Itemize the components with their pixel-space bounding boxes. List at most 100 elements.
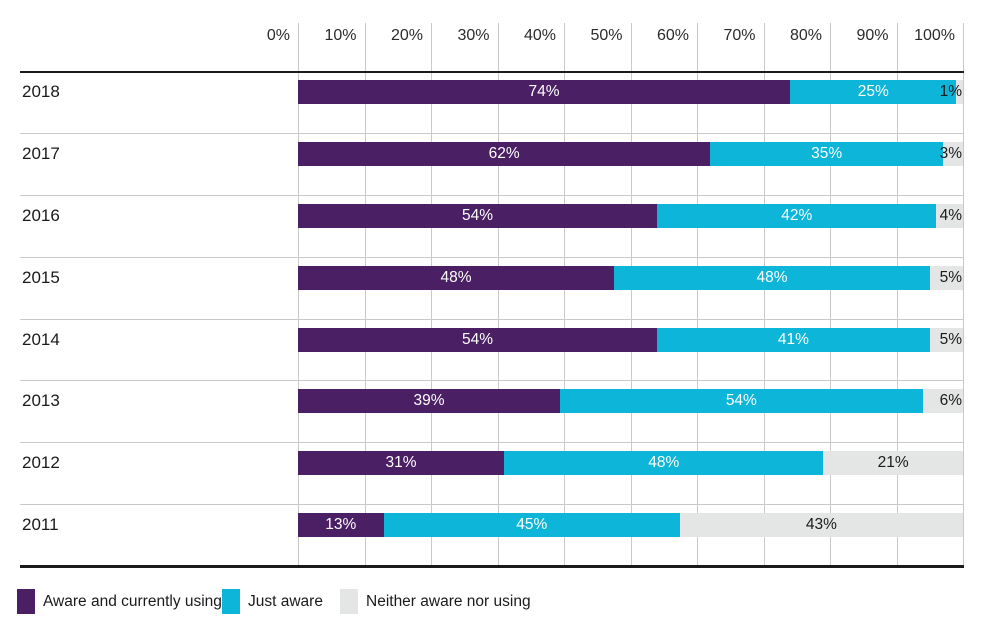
v-gridline bbox=[497, 23, 499, 566]
row-separator-line bbox=[20, 132, 964, 134]
segment-aware-and-currently-using: 54% bbox=[298, 203, 658, 228]
segment-value-label: 74% bbox=[528, 83, 560, 100]
segment-just-aware: 25% bbox=[790, 80, 957, 104]
segment-just-aware: 35% bbox=[710, 141, 944, 166]
legend-swatch bbox=[17, 589, 35, 614]
segment-value-label: 43% bbox=[805, 516, 837, 534]
axis-top-line bbox=[20, 71, 964, 73]
segment-just-aware: 54% bbox=[559, 389, 923, 414]
segment-just-aware: 48% bbox=[614, 265, 931, 290]
year-label: 2015 bbox=[22, 267, 60, 287]
x-axis-tick-label: 20% bbox=[390, 27, 423, 44]
segment-neither-aware-nor-using bbox=[936, 203, 963, 228]
segment-value-label: 1% bbox=[939, 83, 962, 100]
segment-aware-and-currently-using: 54% bbox=[298, 327, 658, 352]
segment-value-label: 48% bbox=[648, 454, 680, 472]
segment-just-aware: 45% bbox=[383, 513, 680, 538]
legend-label: Neither aware nor using bbox=[366, 592, 531, 610]
segment-value-label: 5% bbox=[939, 330, 962, 348]
row-separator-line bbox=[20, 256, 964, 258]
v-gridline bbox=[896, 23, 898, 566]
row-separator-line bbox=[20, 504, 964, 506]
legend-swatch bbox=[340, 589, 358, 614]
segment-value-label: 4% bbox=[939, 206, 962, 224]
segment-value-label: 48% bbox=[440, 268, 472, 286]
row-separator-line bbox=[20, 194, 964, 196]
segment-aware-and-currently-using: 39% bbox=[298, 389, 560, 414]
bar: 13% 45% 43% bbox=[298, 513, 963, 538]
segment-aware-and-currently-using: 74% bbox=[298, 80, 791, 104]
x-axis-tick-label: 0% bbox=[266, 27, 290, 44]
segment-value-label: 62% bbox=[488, 144, 520, 162]
segment-just-aware: 48% bbox=[504, 451, 824, 476]
year-label: 2014 bbox=[22, 329, 60, 349]
segment-value-label: 41% bbox=[777, 330, 809, 348]
bar: 54% 42% 4% bbox=[298, 203, 963, 228]
x-axis-tick-label: 70% bbox=[723, 27, 756, 44]
x-axis-tick-label: 90% bbox=[856, 27, 889, 44]
year-label: 2016 bbox=[22, 205, 60, 225]
bar: 62% 35% 3% bbox=[298, 141, 963, 166]
segment-value-label: 42% bbox=[781, 206, 813, 224]
legend-swatch bbox=[222, 589, 240, 614]
segment-value-label: 5% bbox=[939, 268, 962, 286]
segment-neither-aware-nor-using: 43% bbox=[679, 513, 963, 538]
segment-aware-and-currently-using: 13% bbox=[298, 513, 384, 538]
segment-aware-and-currently-using: 31% bbox=[298, 451, 505, 476]
v-gridline bbox=[697, 23, 698, 566]
year-label: 2011 bbox=[22, 515, 59, 535]
x-axis-tick-label: 80% bbox=[789, 27, 822, 44]
legend-item-aware-and-currently-using: Aware and currently using bbox=[17, 589, 222, 614]
year-label: 2017 bbox=[22, 143, 60, 163]
segment-value-label: 13% bbox=[325, 516, 357, 534]
segment-value-label: 54% bbox=[725, 392, 757, 410]
segment-just-aware: 42% bbox=[657, 203, 937, 228]
segment-just-aware: 41% bbox=[657, 327, 930, 352]
bar: 54% 41% 5% bbox=[298, 327, 963, 352]
legend-label: Just aware bbox=[248, 592, 323, 610]
segment-aware-and-currently-using: 48% bbox=[298, 265, 615, 290]
v-gridline bbox=[763, 23, 765, 566]
segment-value-label: 35% bbox=[811, 144, 843, 162]
bar: 31% 48% 21% bbox=[298, 451, 963, 476]
segment-value-label: 31% bbox=[385, 454, 417, 472]
year-label: 2018 bbox=[22, 82, 60, 101]
x-axis-tick-label: 30% bbox=[457, 27, 490, 44]
legend-item-just-aware: Just aware bbox=[222, 589, 323, 614]
segment-value-label: 48% bbox=[756, 268, 788, 286]
bar: 74% 25% 1% bbox=[298, 80, 963, 104]
segment-neither-aware-nor-using bbox=[922, 389, 963, 414]
segment-neither-aware-nor-using bbox=[929, 327, 963, 352]
legend-label: Aware and currently using bbox=[43, 592, 222, 610]
segment-neither-aware-nor-using bbox=[956, 80, 963, 104]
segment-value-label: 54% bbox=[462, 206, 494, 224]
segment-value-label: 54% bbox=[462, 330, 494, 348]
x-axis-tick-label: 40% bbox=[523, 27, 556, 44]
segment-value-label: 3% bbox=[939, 144, 962, 162]
segment-value-label: 6% bbox=[939, 392, 962, 410]
segment-neither-aware-nor-using bbox=[930, 265, 963, 290]
axis-bottom-line bbox=[20, 565, 964, 568]
v-gridline bbox=[298, 23, 299, 566]
segment-neither-aware-nor-using: 21% bbox=[823, 451, 963, 476]
year-label: 2013 bbox=[22, 391, 60, 411]
x-axis-tick-label: 10% bbox=[324, 27, 357, 44]
row-separator-line bbox=[20, 318, 964, 320]
segment-value-label: 21% bbox=[877, 454, 909, 472]
v-gridline bbox=[963, 23, 964, 566]
v-gridline bbox=[564, 23, 565, 566]
year-label: 2012 bbox=[22, 453, 60, 473]
bar: 39% 54% 6% bbox=[298, 389, 963, 414]
legend-item-neither-aware-nor-using: Neither aware nor using bbox=[340, 589, 531, 614]
bar: 48% 48% 5% bbox=[298, 265, 963, 290]
segment-value-label: 45% bbox=[516, 516, 548, 534]
segment-value-label: 39% bbox=[413, 392, 445, 410]
x-axis-tick-label: 50% bbox=[590, 27, 623, 44]
v-gridline bbox=[830, 23, 831, 566]
segment-neither-aware-nor-using bbox=[943, 141, 963, 166]
x-axis-tick-label: 60% bbox=[656, 27, 689, 44]
v-gridline bbox=[364, 23, 366, 566]
segment-value-label: 25% bbox=[857, 83, 889, 100]
v-gridline bbox=[431, 23, 432, 566]
